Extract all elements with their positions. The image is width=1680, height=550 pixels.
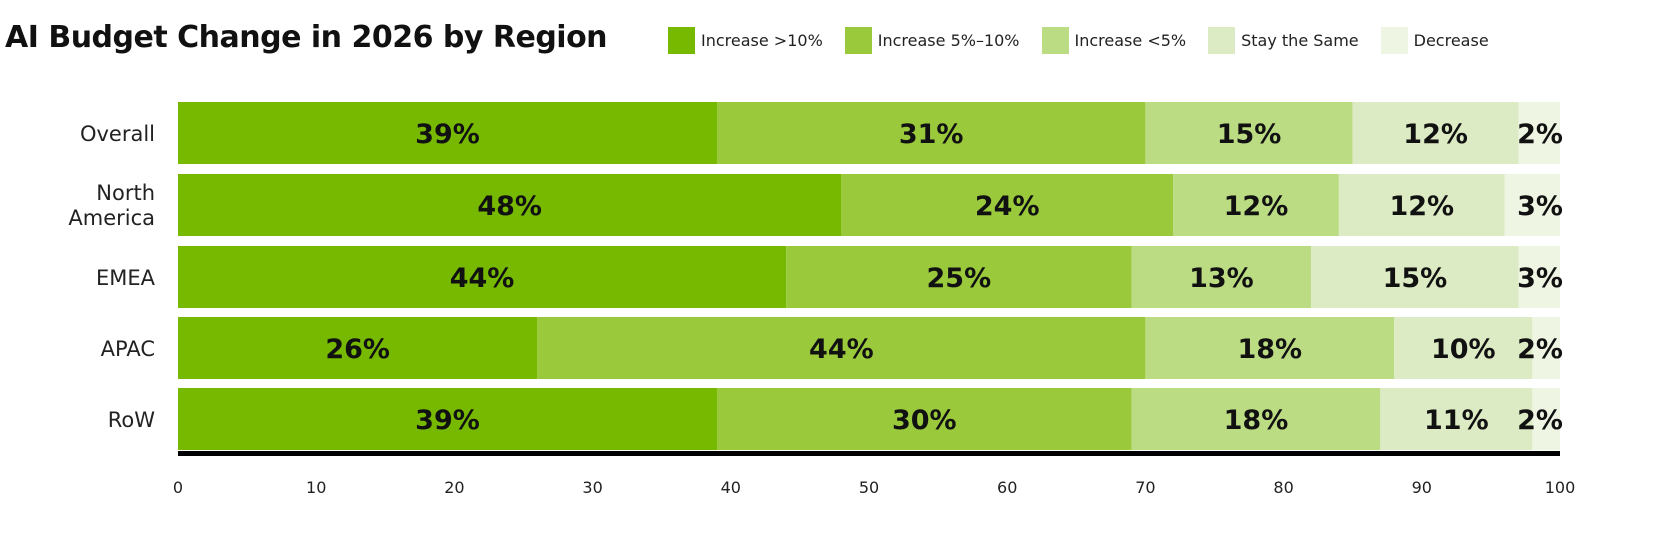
legend-item: Decrease [1380, 27, 1489, 54]
legend-label: Stay the Same [1241, 31, 1359, 50]
x-axis-line [178, 451, 1560, 456]
x-tick-label: 60 [997, 478, 1017, 497]
chart-title: AI Budget Change in 2026 by Region [5, 20, 608, 55]
bar-segment [1394, 317, 1533, 379]
category-label: APAC [101, 337, 155, 361]
data-label: 39% [415, 405, 480, 436]
bar-segment [1131, 388, 1381, 450]
data-label: 15% [1217, 119, 1282, 150]
legend-swatch [1208, 27, 1236, 54]
legend-swatch [1041, 27, 1069, 54]
data-label: 44% [809, 334, 874, 365]
bar-segment [178, 246, 787, 308]
data-label: 24% [975, 191, 1040, 222]
bar-segment [716, 388, 1132, 450]
bar-segment [1532, 317, 1560, 379]
category-label: RoW [108, 408, 155, 432]
bar-segment [1504, 174, 1560, 236]
legend-label: Decrease [1413, 31, 1489, 50]
bar-segment [716, 102, 1146, 164]
bar-segment [178, 102, 717, 164]
legend-swatch [844, 27, 872, 54]
x-tick-label: 80 [1273, 478, 1293, 497]
data-label: 48% [477, 191, 542, 222]
bar-segment [1352, 102, 1519, 164]
data-label: 15% [1383, 263, 1448, 294]
bar-segment [841, 174, 1174, 236]
bar-segment [1145, 317, 1395, 379]
bar-segment [1173, 174, 1339, 236]
bar-segment [1532, 388, 1560, 450]
legend-item: Stay the Same [1208, 27, 1359, 54]
legend-label: Increase >10% [701, 31, 823, 50]
bar-segment [178, 317, 538, 379]
x-tick-label: 0 [173, 478, 183, 497]
data-label: 30% [892, 405, 957, 436]
data-label: 2% [1517, 405, 1563, 436]
data-label: 2% [1517, 334, 1563, 365]
category-label: Overall [80, 122, 155, 146]
x-tick-label: 20 [444, 478, 464, 497]
data-label: 3% [1517, 191, 1563, 222]
data-label: 2% [1517, 119, 1563, 150]
legend-label: Increase 5%–10% [877, 31, 1020, 50]
data-label: 31% [899, 119, 964, 150]
legend: Increase >10% Increase 5%–10% Increase <5%… [668, 27, 1511, 54]
data-label: 18% [1237, 334, 1302, 365]
x-tick-label: 70 [1135, 478, 1155, 497]
data-label: 12% [1389, 191, 1454, 222]
x-tick-label: 40 [721, 478, 741, 497]
bar-segment [178, 174, 842, 236]
bar-segment [1380, 388, 1533, 450]
legend-label: Increase <5% [1074, 31, 1187, 50]
bar-segment [1518, 102, 1560, 164]
legend-item: Increase <5% [1041, 27, 1187, 54]
legend-swatch [668, 27, 695, 54]
data-label: 12% [1403, 119, 1468, 150]
bar-segment [786, 246, 1132, 308]
x-tick-label: 100 [1545, 478, 1576, 497]
bar-segment [537, 317, 1146, 379]
legend-item: Increase >10% [668, 27, 823, 54]
data-label: 44% [450, 263, 515, 294]
bar-segment [1518, 246, 1560, 308]
data-label: 13% [1189, 263, 1254, 294]
data-label: 25% [927, 263, 992, 294]
bar-segment [1311, 246, 1519, 308]
data-label: 3% [1517, 263, 1563, 294]
data-label: 12% [1224, 191, 1289, 222]
data-label: 18% [1224, 405, 1289, 436]
category-label: North America [68, 181, 155, 230]
bar-segment [1131, 246, 1312, 308]
legend-item: Increase 5%–10% [844, 27, 1020, 54]
bar-segment [1145, 102, 1353, 164]
data-label: 39% [415, 119, 480, 150]
legend-swatch [1380, 27, 1408, 54]
x-tick-label: 50 [859, 478, 879, 497]
data-label: 26% [325, 334, 390, 365]
category-label: EMEA [96, 266, 156, 290]
bar-segment [178, 388, 717, 450]
data-label: 10% [1431, 334, 1496, 365]
x-tick-label: 30 [582, 478, 602, 497]
bar-segment [1338, 174, 1505, 236]
x-tick-label: 10 [306, 478, 326, 497]
x-tick-label: 90 [1412, 478, 1432, 497]
data-label: 11% [1424, 405, 1489, 436]
